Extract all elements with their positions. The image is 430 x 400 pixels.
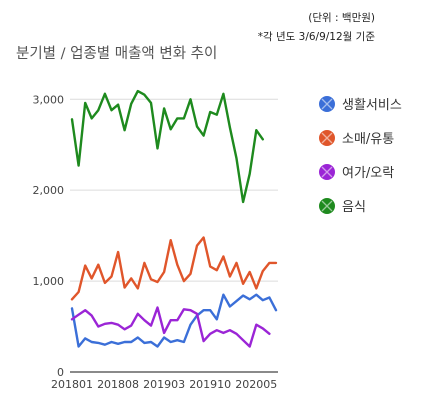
unit-note: (단위 : 백만원) <box>308 11 375 24</box>
chart-title: 분기별 / 업종별 매출액 변화 추이 <box>16 45 217 62</box>
legend-label: 생활서비스 <box>342 98 402 113</box>
series-line <box>70 236 278 301</box>
legend-item: 생활서비스 <box>319 96 402 113</box>
grid <box>70 98 278 373</box>
series-line <box>70 306 271 348</box>
legend-label: 여가/오락 <box>342 166 394 181</box>
y-tick-label: 1,000 <box>33 275 65 288</box>
x-tick-label: 201910 <box>189 378 231 391</box>
legend-item: 여가/오락 <box>319 164 394 181</box>
legend-marker-hatch <box>321 132 333 144</box>
legend-marker-hatch <box>321 200 333 212</box>
y-tick-label: 0 <box>57 366 64 379</box>
series-line <box>70 89 264 204</box>
y-tick-label: 2,000 <box>33 184 65 197</box>
series-line <box>70 293 278 348</box>
x-tick-label: 202005 <box>235 378 277 391</box>
x-tick-label: 201903 <box>143 378 185 391</box>
axes: 0 1,000 2,000 3,000 201801 201808 201903 201910… <box>33 93 278 391</box>
y-tick-label: 3,000 <box>33 93 65 106</box>
legend-label: 음식 <box>342 200 366 215</box>
series-lines <box>70 89 278 348</box>
legend-marker-hatch <box>321 98 333 110</box>
legend-item: 음식 <box>319 198 366 215</box>
basis-note: *각 년도 3/6/9/12월 기준 <box>258 31 376 43</box>
x-tick-label: 201808 <box>97 378 139 391</box>
legend-item: 소매/유통 <box>319 130 394 147</box>
x-tick-label: 201801 <box>51 378 93 391</box>
legend-label: 소매/유통 <box>342 132 394 147</box>
legend-marker-hatch <box>321 166 333 178</box>
